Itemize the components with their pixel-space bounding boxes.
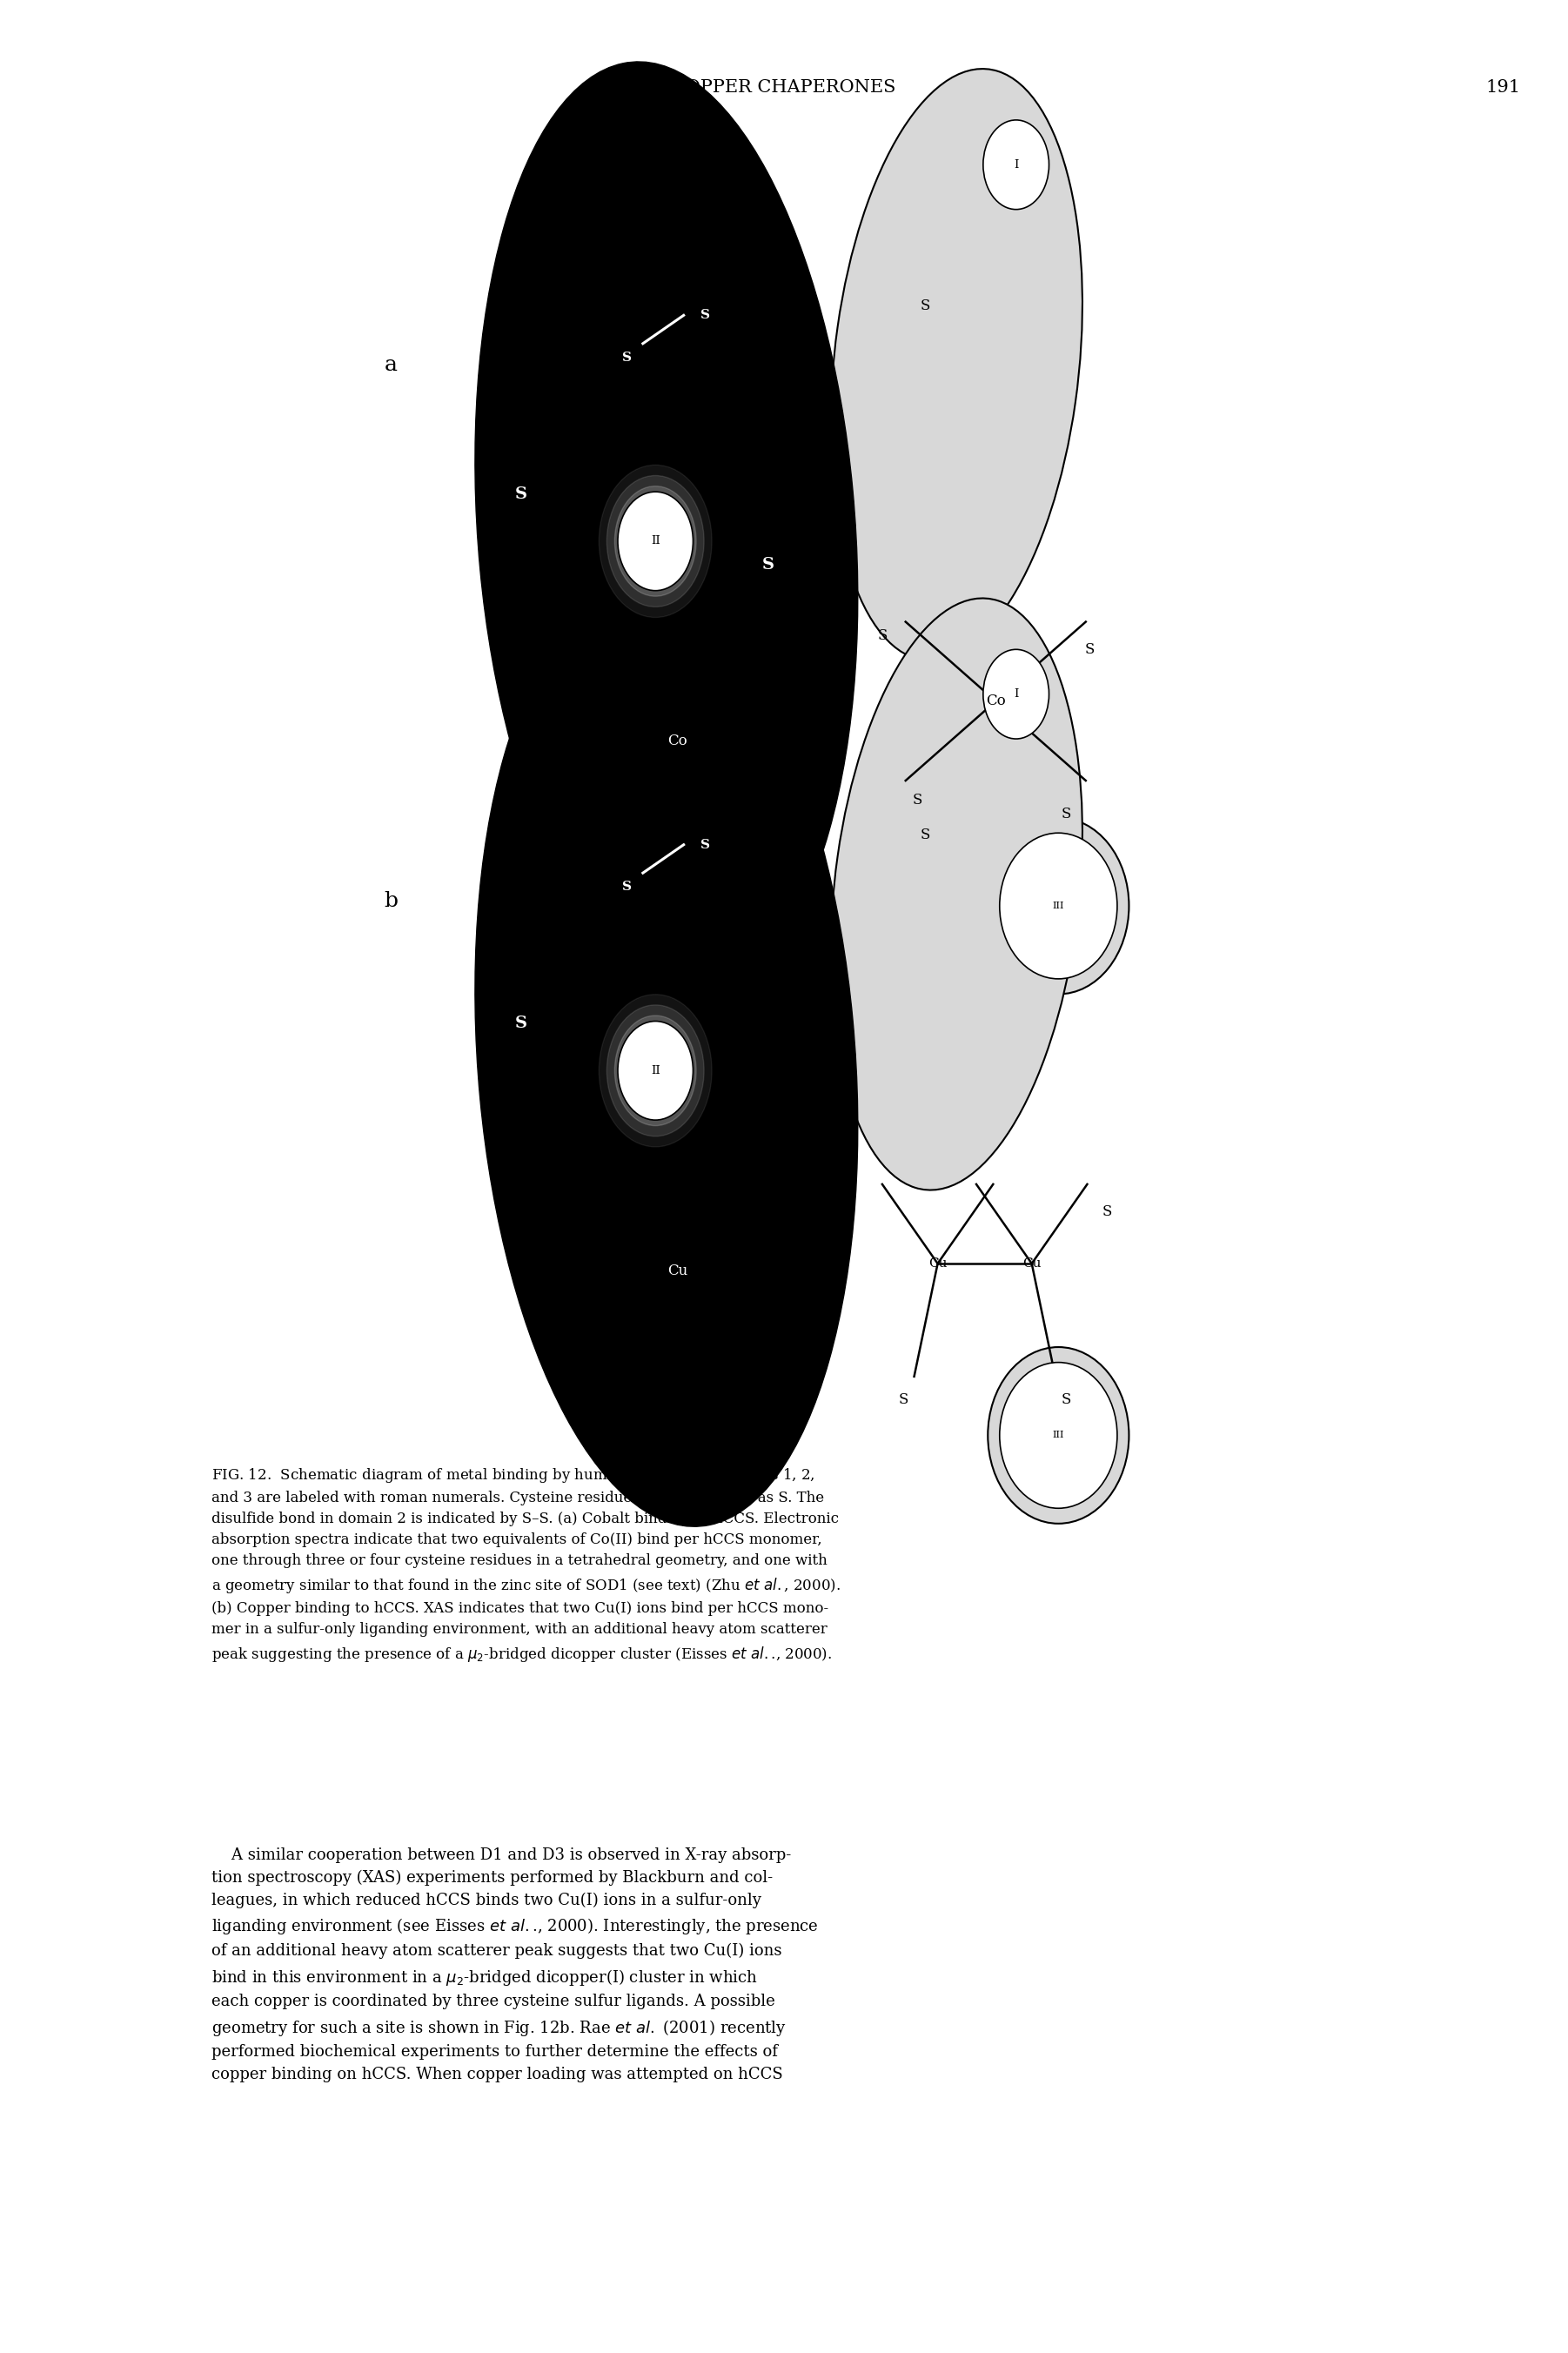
Text: S: S <box>622 880 632 894</box>
Text: S: S <box>1102 1205 1112 1219</box>
Text: III: III <box>1052 901 1065 911</box>
Ellipse shape <box>475 61 858 998</box>
Text: 191: 191 <box>1486 78 1521 96</box>
Text: I: I <box>1014 689 1018 699</box>
Ellipse shape <box>988 1346 1129 1525</box>
Ellipse shape <box>831 68 1082 661</box>
Text: Cu: Cu <box>928 1257 947 1271</box>
Text: S: S <box>701 308 710 322</box>
Ellipse shape <box>638 1047 673 1094</box>
Ellipse shape <box>607 475 704 607</box>
Text: Co: Co <box>668 734 687 748</box>
Text: S: S <box>913 793 922 807</box>
Ellipse shape <box>638 518 673 565</box>
Ellipse shape <box>615 1016 696 1125</box>
Text: S: S <box>842 1191 851 1205</box>
Text: S: S <box>1085 642 1094 656</box>
Ellipse shape <box>622 1026 688 1115</box>
Text: a: a <box>384 355 397 374</box>
Text: Cu: Cu <box>668 1264 687 1278</box>
Ellipse shape <box>622 496 688 586</box>
Text: S: S <box>514 1016 527 1031</box>
Text: S: S <box>762 28 775 42</box>
Ellipse shape <box>1000 833 1118 979</box>
Ellipse shape <box>618 1021 693 1120</box>
Text: I: I <box>1014 160 1018 169</box>
Ellipse shape <box>475 591 858 1527</box>
Ellipse shape <box>618 492 693 591</box>
Text: S: S <box>514 487 527 501</box>
Ellipse shape <box>983 649 1049 739</box>
Text: S: S <box>701 838 710 852</box>
Text: S: S <box>1062 1393 1071 1407</box>
Text: II: II <box>651 1066 660 1075</box>
Text: III: III <box>1052 1431 1065 1440</box>
Text: S: S <box>1062 807 1071 821</box>
Text: II: II <box>651 536 660 546</box>
Ellipse shape <box>831 598 1082 1191</box>
Ellipse shape <box>630 508 681 574</box>
Text: Cu: Cu <box>1022 1257 1041 1271</box>
Text: S: S <box>878 628 887 642</box>
Ellipse shape <box>615 487 696 595</box>
Text: S: S <box>622 351 632 365</box>
Ellipse shape <box>599 466 712 616</box>
Text: S: S <box>920 828 930 842</box>
Text: F$\mathregular{IG}$. 12.  Schematic diagram of metal binding by human CCS. hCCS : F$\mathregular{IG}$. 12. Schematic diagr… <box>212 1466 840 1664</box>
Text: S: S <box>762 558 775 572</box>
Text: S: S <box>898 1393 908 1407</box>
Ellipse shape <box>988 816 1129 993</box>
Ellipse shape <box>1000 1362 1118 1508</box>
Text: Co: Co <box>986 694 1005 708</box>
Ellipse shape <box>599 995 712 1146</box>
Text: A similar cooperation between D1 and D3 is observed in X-ray absorp-
tion spectr: A similar cooperation between D1 and D3 … <box>212 1847 818 2082</box>
Ellipse shape <box>630 1038 681 1104</box>
Text: COPPER CHAPERONES: COPPER CHAPERONES <box>673 78 895 96</box>
Text: S: S <box>920 299 930 313</box>
Ellipse shape <box>983 120 1049 209</box>
Ellipse shape <box>607 1005 704 1136</box>
Text: b: b <box>384 892 398 911</box>
